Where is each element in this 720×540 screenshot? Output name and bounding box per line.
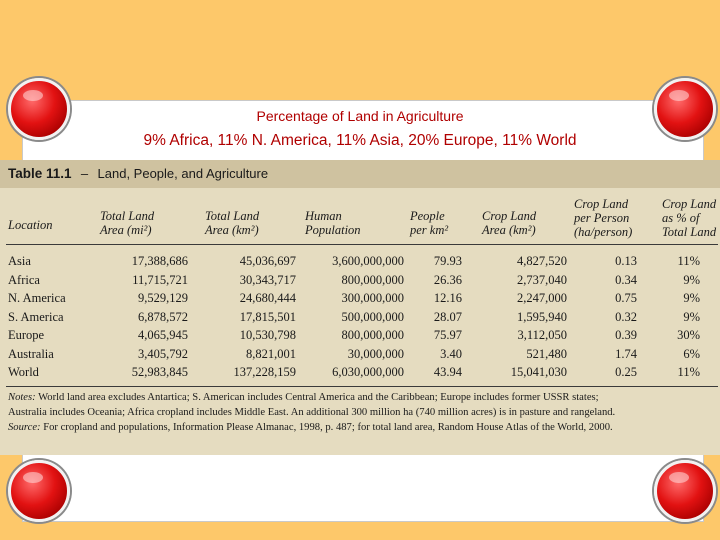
table-cell: 137,228,159 bbox=[233, 365, 297, 379]
slide-subtitle: 9% Africa, 11% N. America, 11% Asia, 20%… bbox=[143, 132, 577, 149]
table-cell: 26.36 bbox=[433, 272, 462, 287]
table-cell: 45,036,697 bbox=[239, 254, 296, 268]
table-cell: 3,112,050 bbox=[517, 328, 567, 342]
table-cell: 0.34 bbox=[615, 272, 637, 287]
table-separator: – bbox=[80, 166, 89, 181]
column-header-line: Human bbox=[305, 209, 342, 223]
table-note-line-1: Notes: World land area excludes Antartic… bbox=[8, 392, 599, 403]
column-header-4: People per km² bbox=[410, 209, 448, 237]
column-header-1: Total Land Area (mi²) bbox=[100, 209, 154, 237]
column-header-line: as % of bbox=[662, 211, 700, 225]
table-cell: 9% bbox=[683, 272, 700, 287]
row-label: Europe bbox=[8, 328, 45, 342]
column-header-line: Population bbox=[305, 223, 361, 237]
table-number: Table 11.1 bbox=[8, 166, 72, 181]
table-cell: 0.75 bbox=[615, 291, 637, 305]
column-header-2: Total Land Area (km²) bbox=[205, 209, 259, 237]
table-cell: 79.93 bbox=[433, 254, 462, 268]
slide-title: Percentage of Land in Agriculture bbox=[256, 108, 464, 124]
column-header-line: Area (km²) bbox=[205, 223, 259, 237]
row-label: N. America bbox=[8, 291, 66, 305]
table-cell: 11,715,721 bbox=[132, 272, 188, 287]
row-label: World bbox=[8, 365, 39, 379]
table-cell: 9,529,129 bbox=[138, 291, 188, 305]
table-cell: 17,388,686 bbox=[131, 254, 188, 268]
table-cell: 11% bbox=[677, 365, 700, 379]
column-header-line: per Person bbox=[574, 211, 630, 225]
table-cell: 0.13 bbox=[615, 254, 637, 268]
table-cell: 3.40 bbox=[440, 346, 462, 361]
table-cell: 9% bbox=[683, 309, 700, 324]
table-cell: 500,000,000 bbox=[341, 309, 405, 324]
table-cell: 30% bbox=[677, 328, 700, 342]
column-header-line: (ha/person) bbox=[574, 225, 633, 239]
row-label: Africa bbox=[8, 272, 40, 287]
table-cell: 0.39 bbox=[615, 328, 637, 342]
table-cell: 8,821,001 bbox=[246, 346, 296, 361]
column-header-7: Crop Land as % of Total Land bbox=[662, 197, 716, 239]
row-label: Asia bbox=[8, 254, 31, 268]
table-cell: 521,480 bbox=[526, 346, 567, 361]
column-header-line: Crop Land bbox=[574, 197, 629, 211]
table-cell: 6,030,000,000 bbox=[332, 365, 404, 379]
table-cell: 75.97 bbox=[433, 328, 462, 342]
row-label: S. America bbox=[8, 309, 64, 324]
table-cell: 0.25 bbox=[615, 365, 637, 379]
table-name: Land, People, and Agriculture bbox=[97, 166, 269, 181]
table-cell: 11% bbox=[677, 254, 700, 268]
table-cell: 6,878,572 bbox=[138, 309, 188, 324]
table-cell: 43.94 bbox=[433, 365, 462, 379]
table-cell: 1,595,940 bbox=[517, 309, 567, 324]
table-cell: 3,600,000,000 bbox=[332, 254, 404, 268]
table-cell: 6% bbox=[683, 346, 700, 361]
column-header-6: Crop Land per Person (ha/person) bbox=[574, 197, 632, 239]
column-header-5: Crop Land Area (km²) bbox=[482, 209, 536, 237]
red-circle-decoration-bottom-right bbox=[654, 460, 716, 522]
table-cell: 0.32 bbox=[615, 309, 637, 324]
table-cell: 9% bbox=[683, 291, 700, 305]
table-cell: 1.74 bbox=[615, 346, 637, 361]
table-cell: 15,041,030 bbox=[510, 365, 567, 379]
table-source-line: Source: For cropland and populations, In… bbox=[8, 422, 613, 433]
table-note-line-2: Australia includes Oceania; Africa cropl… bbox=[8, 407, 616, 418]
table-cell: 800,000,000 bbox=[341, 328, 405, 342]
table-cell: 10,530,798 bbox=[239, 328, 296, 342]
column-header-3: Human Population bbox=[305, 209, 361, 237]
column-header-line: Crop Land bbox=[662, 197, 717, 211]
column-header-line: People bbox=[410, 209, 445, 223]
table-cell: 24,680,444 bbox=[239, 291, 296, 305]
table-cell: 30,000,000 bbox=[347, 346, 404, 361]
scanned-table: Table 11.1 – Land, People, and Agricultu… bbox=[0, 160, 720, 455]
table-cell: 800,000,000 bbox=[341, 272, 405, 287]
table-caption-bar bbox=[0, 160, 720, 188]
table-cell: 300,000,000 bbox=[341, 291, 405, 305]
table-cell: 12.16 bbox=[433, 291, 462, 305]
red-circle-decoration-top-right bbox=[654, 78, 716, 140]
header-rule bbox=[6, 244, 718, 245]
column-header-line: Total Land bbox=[205, 209, 260, 223]
column-header-line: Area (mi²) bbox=[100, 223, 152, 237]
column-header-line: Total Land bbox=[662, 225, 717, 239]
table-cell: 30,343,717 bbox=[239, 272, 296, 287]
column-header-line: Total Land bbox=[100, 209, 155, 223]
red-circle-decoration-top-left bbox=[8, 78, 70, 140]
footer-rule bbox=[6, 386, 718, 387]
table-cell: 2,737,040 bbox=[517, 272, 567, 287]
table-cell: 28.07 bbox=[433, 309, 462, 324]
table-cell: 17,815,501 bbox=[239, 309, 296, 324]
column-header-0: Location bbox=[8, 218, 52, 232]
table-cell: 4,827,520 bbox=[517, 254, 567, 268]
column-header-line: Location bbox=[8, 218, 53, 232]
column-header-line: Area (km²) bbox=[482, 223, 536, 237]
table-cell: 52,983,845 bbox=[131, 365, 188, 379]
red-circle-decoration-bottom-left bbox=[8, 460, 70, 522]
column-header-line: Crop Land bbox=[482, 209, 537, 223]
table-cell: 3,405,792 bbox=[138, 346, 188, 361]
row-label: Australia bbox=[8, 346, 54, 361]
table-caption: Table 11.1 – Land, People, and Agricultu… bbox=[8, 166, 268, 182]
table-cell: 4,065,945 bbox=[138, 328, 188, 342]
column-header-line: per km² bbox=[410, 223, 449, 237]
table-cell: 2,247,000 bbox=[517, 291, 567, 305]
